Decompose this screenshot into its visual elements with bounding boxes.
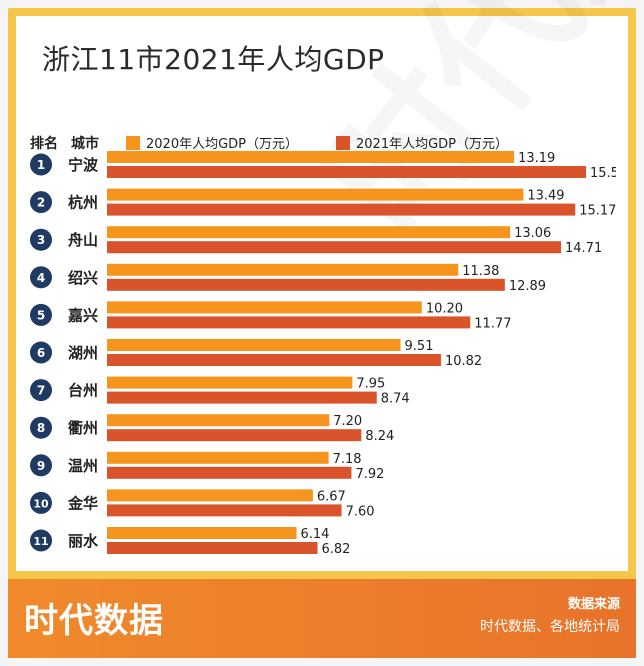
source-label: 数据来源 [567,597,620,612]
source-text: 时代数据、各地统计局 [480,619,620,635]
bar-2021 [107,166,587,178]
rank-badge [30,491,52,514]
legend-2021-label: 2021年人均GDP（万元） [356,137,509,152]
value-label-2021: 6.82 [321,542,350,557]
value-label-2020: 6.14 [301,527,330,542]
legend-2021-swatch [336,136,350,150]
city-label: 台州 [68,382,98,400]
bar-2020 [107,151,515,163]
bar-2021 [107,241,562,254]
city-label: 嘉兴 [67,306,98,324]
rank-number: 7 [37,384,45,398]
bar-2020 [107,451,329,464]
bar-2020 [107,339,401,351]
value-label-2020: 6.67 [317,489,346,504]
city-label: 舟山 [68,231,98,249]
rank-badge [30,153,52,176]
rank-number: 11 [33,535,48,548]
value-label-2020: 11.38 [462,264,499,279]
bar-2020 [107,263,459,276]
rank-number: 2 [37,196,45,210]
city-label: 金华 [67,494,98,512]
value-label-2021: 7.92 [355,467,384,482]
value-label-2021: 7.60 [346,504,375,519]
bar-2021 [107,278,505,291]
bar-2021 [107,504,342,517]
bar-2020 [107,376,353,389]
value-label-2020: 9.51 [405,339,434,354]
bar-2021 [107,429,362,442]
brand-logo: 时代数据 [24,601,164,641]
rank-number: 1 [37,158,45,172]
city-label: 温州 [68,457,98,475]
bar-2021 [107,203,576,216]
city-label: 杭州 [68,194,98,212]
bar-2021 [107,354,441,366]
rank-badge [30,228,52,251]
rank-badge [30,341,52,364]
rank-badge [30,416,52,439]
city-label: 衢州 [68,419,98,437]
value-label-2021: 10.82 [445,354,482,369]
value-label-2021: 14.71 [565,241,602,256]
city-header: 城市 [71,136,99,152]
value-label-2020: 13.19 [518,151,555,166]
bar-2020 [107,527,297,539]
footer: 时代数据 数据来源 时代数据、各地统计局 [8,579,636,658]
bar-2021 [107,316,471,329]
city-label: 丽水 [68,532,99,550]
value-label-2020: 7.20 [333,414,362,429]
rank-number: 6 [37,346,45,360]
value-label-2020: 13.49 [527,189,564,204]
bar-2020 [107,414,330,427]
bar-chart: 1 宁波 13.19 15.52 2 杭州 13.49 15.17 3 舟山 13.06 14.71 4… [30,151,616,557]
value-label-2020: 10.20 [426,301,463,316]
bar-2020 [107,489,313,502]
value-label-2021: 8.74 [381,392,410,407]
rank-number: 5 [37,308,45,322]
value-label-2021: 15.52 [590,166,616,181]
value-label-2020: 13.06 [514,226,551,241]
rank-badge [30,529,52,552]
value-label-2021: 12.89 [509,279,546,294]
bar-2020 [107,301,422,314]
city-label: 湖州 [68,344,98,362]
bar-2020 [107,188,524,201]
bar-2020 [107,226,511,239]
city-label: 宁波 [68,156,99,174]
rank-number: 4 [37,271,45,285]
rank-number: 8 [37,421,45,435]
chart-title: 浙江11市2021年人均GDP [42,43,385,76]
value-label-2021: 11.77 [474,316,511,331]
legend-2020-label: 2020年人均GDP（万元） [146,137,299,152]
rank-badge [30,303,52,326]
bar-2021 [107,391,377,404]
rank-header: 排名 [30,136,58,152]
rank-badge [30,191,52,214]
legend-2021: 2021年人均GDP（万元） [336,133,508,152]
bar-2021 [107,542,318,554]
value-label-2021: 8.24 [365,429,394,444]
legend-2020-swatch [126,136,140,150]
rank-number: 10 [33,497,49,510]
rank-number: 3 [37,233,45,247]
rank-number: 9 [37,459,45,473]
bar-2021 [107,466,352,479]
legend-2020: 2020年人均GDP（万元） [126,133,298,152]
rank-badge [30,266,52,289]
value-label-2021: 15.17 [579,204,616,219]
rank-badge [30,454,52,477]
city-label: 绍兴 [68,269,98,287]
value-label-2020: 7.18 [333,452,362,467]
value-label-2020: 7.95 [356,377,385,392]
rank-badge [30,379,52,402]
